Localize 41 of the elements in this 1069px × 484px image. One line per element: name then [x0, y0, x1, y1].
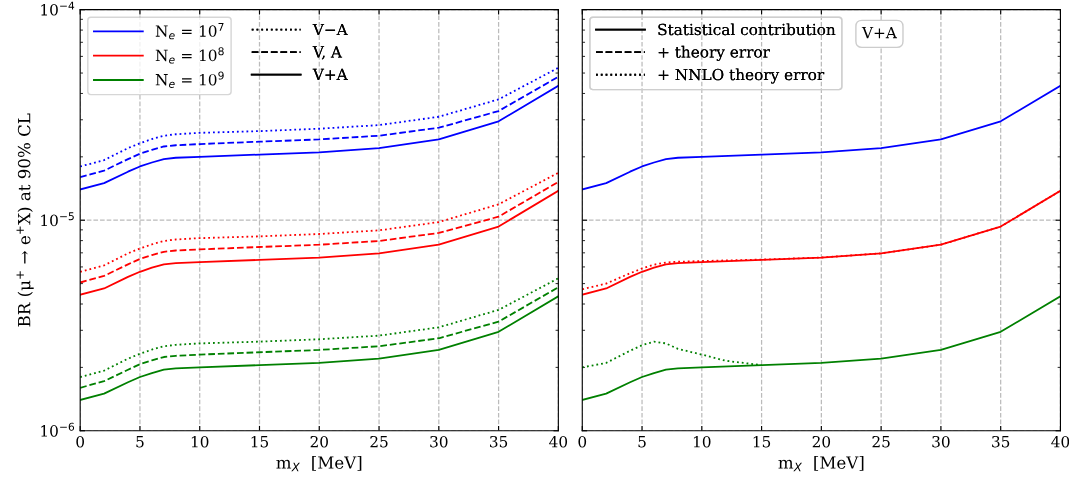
line-series — [80, 181, 559, 284]
x-tick-label: 20 — [310, 435, 328, 448]
annotation: V+A — [312, 68, 348, 80]
x-tick-label: 25 — [872, 435, 890, 448]
x-tick-label: 10 — [191, 435, 209, 448]
x-tick-label: 30 — [932, 435, 950, 448]
line-series — [80, 171, 559, 273]
x-axis-title: m$_{X}$ [MeV] — [778, 455, 864, 472]
line-series — [80, 277, 559, 378]
y-tick-label: 10$^{−6}$ — [41, 422, 75, 437]
x-tick-label: 5 — [136, 436, 144, 448]
legend-label: N$_{e}$ = 10$^{9}$ — [155, 71, 224, 88]
x-tick-label: 20 — [812, 435, 831, 448]
x-tick-label: 15 — [251, 435, 269, 448]
legend-label: N$_{e}$ = 10$^{7}$ — [155, 23, 224, 40]
x-axis-title: m$_{X}$ [MeV] — [276, 455, 362, 472]
y-tick-label: 10$^{−4}$ — [41, 1, 75, 16]
line-series — [80, 295, 559, 401]
annotation: V, A — [312, 46, 343, 60]
x-tick-label: 30 — [430, 435, 448, 448]
x-tick-label: 35 — [992, 435, 1010, 448]
x-tick-label: 25 — [370, 435, 388, 448]
x-tick-label: 0 — [76, 435, 85, 448]
x-tick-label: 15 — [753, 435, 771, 448]
y-axis-title: BR (μ$^{+}$ → e$^{+}$X) at 90% CL — [16, 113, 34, 327]
line-series — [80, 286, 559, 389]
legend-label: N$_{e}$ = 10$^{8}$ — [155, 47, 224, 64]
x-tick-label: 10 — [693, 435, 711, 448]
x-tick-label: 40 — [549, 435, 568, 448]
y-tick-label: 10$^{−5}$ — [41, 212, 74, 227]
line-series — [80, 66, 559, 168]
annotation: + theory error — [658, 45, 770, 61]
annotation: + NNLO theory error — [658, 68, 825, 84]
x-tick-label: 35 — [490, 435, 508, 448]
annotation: Statistical contribution — [658, 23, 836, 36]
annotation: V+A — [861, 26, 898, 39]
x-tick-label: 40 — [1051, 435, 1069, 448]
annotation: V−A — [312, 23, 348, 36]
line-series — [80, 189, 559, 296]
x-tick-label: 5 — [638, 436, 646, 448]
x-tick-label: 0 — [578, 435, 587, 448]
